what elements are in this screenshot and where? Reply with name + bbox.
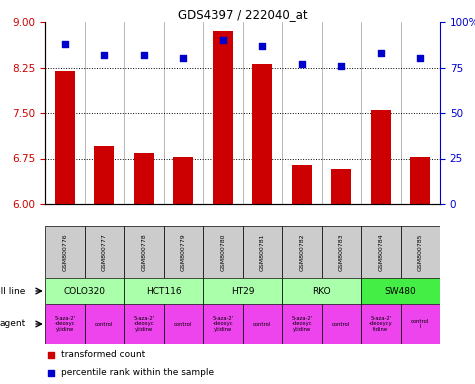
Bar: [124, 226, 163, 278]
Bar: [361, 278, 440, 304]
Bar: [124, 278, 203, 304]
Text: GSM800784: GSM800784: [378, 233, 383, 271]
Text: 5-aza-2'
-deoxyc
ytidine: 5-aza-2' -deoxyc ytidine: [133, 316, 154, 332]
Point: [337, 63, 345, 69]
Bar: [45, 226, 85, 278]
Point: [61, 41, 68, 47]
Text: GSM800777: GSM800777: [102, 233, 107, 271]
Bar: [243, 226, 282, 278]
Bar: [252, 65, 272, 204]
Text: control: control: [174, 321, 192, 326]
Point: [258, 43, 266, 49]
Text: GSM800785: GSM800785: [418, 233, 423, 271]
Bar: [45, 278, 124, 304]
Point: [298, 61, 305, 67]
Text: 5-aza-2'
-deoxyc
ytidine: 5-aza-2' -deoxyc ytidine: [291, 316, 313, 332]
Bar: [163, 226, 203, 278]
Text: GSM800782: GSM800782: [299, 233, 304, 271]
Text: GSM800780: GSM800780: [220, 233, 225, 271]
Point: [377, 50, 385, 56]
Bar: [203, 226, 243, 278]
Bar: [282, 226, 322, 278]
Text: control
l: control l: [411, 319, 429, 329]
Bar: [213, 31, 233, 204]
Bar: [332, 169, 351, 204]
Text: 5-aza-2'
-deoxyc
ytidine: 5-aza-2' -deoxyc ytidine: [212, 316, 233, 332]
Text: control: control: [253, 321, 271, 326]
Bar: [292, 165, 312, 204]
Text: COLO320: COLO320: [64, 286, 105, 296]
Text: HCT116: HCT116: [146, 286, 181, 296]
Bar: [371, 110, 390, 204]
Bar: [322, 304, 361, 344]
Bar: [203, 304, 243, 344]
Bar: [134, 153, 153, 204]
Bar: [55, 71, 75, 204]
Point: [100, 52, 108, 58]
Point: [417, 55, 424, 61]
Bar: [124, 304, 163, 344]
Text: HT29: HT29: [231, 286, 254, 296]
Text: GSM800776: GSM800776: [62, 233, 67, 271]
Point: [180, 55, 187, 61]
Point: [47, 370, 55, 376]
Text: GSM800783: GSM800783: [339, 233, 344, 271]
Bar: [95, 146, 114, 204]
Point: [219, 37, 227, 43]
Text: 5-aza-2'
-deoxyc
ytidine: 5-aza-2' -deoxyc ytidine: [54, 316, 76, 332]
Text: GSM800779: GSM800779: [181, 233, 186, 271]
Text: RKO: RKO: [312, 286, 331, 296]
Text: control: control: [332, 321, 351, 326]
Bar: [173, 157, 193, 204]
Text: GSM800781: GSM800781: [260, 233, 265, 271]
Point: [140, 52, 148, 58]
Bar: [243, 304, 282, 344]
Bar: [322, 226, 361, 278]
Bar: [282, 278, 361, 304]
Text: 5-aza-2'
-deoxycy
tidine: 5-aza-2' -deoxycy tidine: [369, 316, 393, 332]
Bar: [203, 278, 282, 304]
Bar: [282, 304, 322, 344]
Bar: [400, 226, 440, 278]
Bar: [85, 226, 124, 278]
Point: [47, 352, 55, 358]
Bar: [361, 226, 400, 278]
Text: GSM800778: GSM800778: [141, 233, 146, 271]
Bar: [410, 157, 430, 204]
Bar: [45, 304, 85, 344]
Text: SW480: SW480: [385, 286, 417, 296]
Bar: [400, 304, 440, 344]
Text: agent: agent: [0, 319, 25, 328]
Bar: [163, 304, 203, 344]
Bar: [85, 304, 124, 344]
Bar: [361, 304, 400, 344]
Text: transformed count: transformed count: [61, 350, 145, 359]
Title: GDS4397 / 222040_at: GDS4397 / 222040_at: [178, 8, 307, 21]
Text: control: control: [95, 321, 114, 326]
Text: cell line: cell line: [0, 286, 25, 296]
Text: percentile rank within the sample: percentile rank within the sample: [61, 368, 214, 377]
